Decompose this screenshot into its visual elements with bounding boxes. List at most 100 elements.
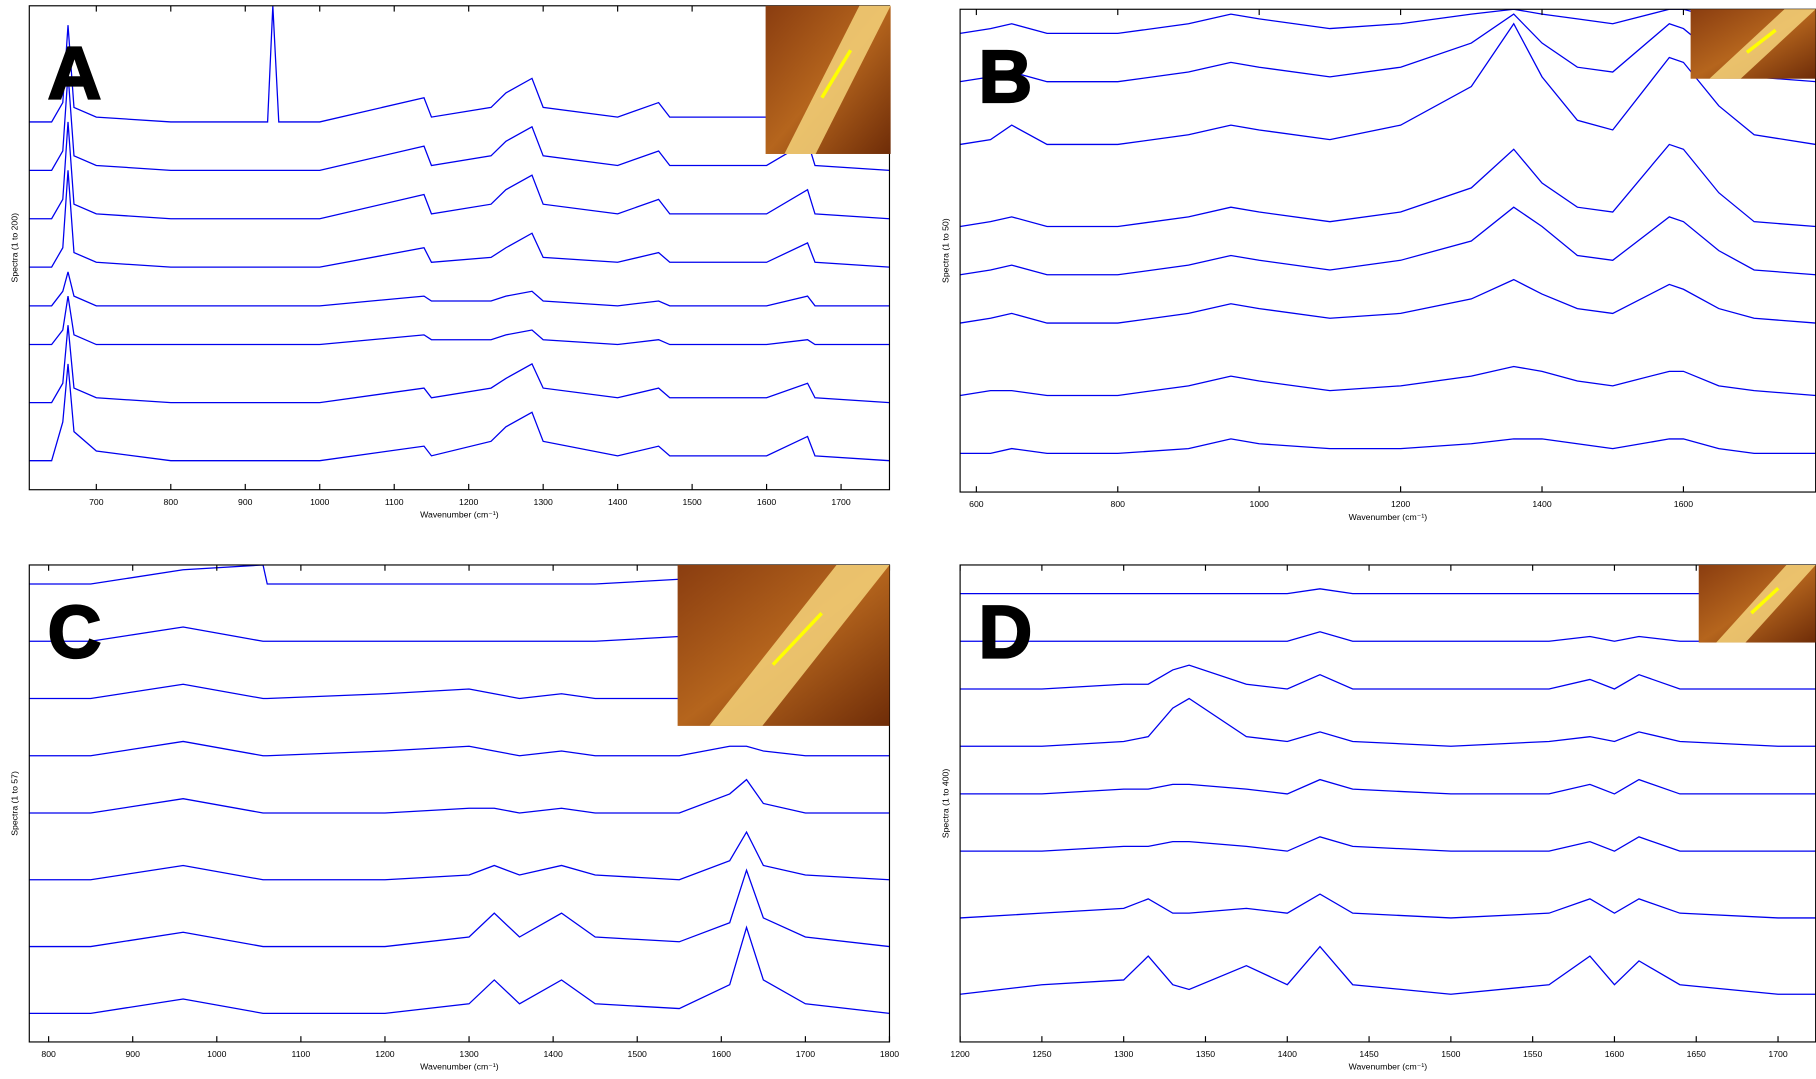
y-axis-label: Spectra (1 to 200) [10, 213, 20, 283]
x-tick-label: 700 [89, 497, 104, 507]
x-tick-label: 1500 [682, 497, 701, 507]
spectra [960, 9, 1816, 455]
spectrum [960, 893, 1816, 919]
x-tick-label: 1700 [831, 497, 850, 507]
x-axis-label: Wavenumber (cm⁻¹) [1349, 1062, 1428, 1072]
x-tick-label: 1200 [950, 1049, 969, 1059]
plot-frame [28, 5, 891, 491]
x-tick-label: 1400 [543, 1049, 562, 1059]
y-axis-label: Spectra (1 to 50) [941, 218, 951, 283]
x-tick-label: 1200 [459, 497, 478, 507]
afm-scan-line [1750, 586, 1780, 615]
x-tick-label: 1000 [1250, 499, 1269, 509]
x-tick-label: 1100 [292, 1049, 311, 1059]
panel: 1200 1250 1300 1350 1400 1450 1500 1550 1600 1650… [941, 564, 1816, 1072]
spectra [29, 5, 890, 462]
x-tick-label: 1450 [1359, 1049, 1378, 1059]
panel-letter: A [48, 31, 101, 114]
x-tick-label: 1400 [1532, 499, 1551, 509]
x-tick-label: 1500 [1441, 1049, 1460, 1059]
panel: 600 800 1000 1200 1400 1600 Wavenumber (cm⁻¹) S… [941, 8, 1816, 522]
plot-frame [28, 564, 891, 1043]
spectra [29, 564, 890, 1014]
spectra [960, 588, 1816, 995]
afm-feature [1716, 564, 1816, 643]
afm-inset [1690, 9, 1816, 79]
x-tick-label: 1500 [628, 1049, 647, 1059]
spectrum [960, 365, 1816, 397]
spectrum [960, 945, 1816, 995]
x-tick-label: 800 [41, 1049, 56, 1059]
x-axis-label: Wavenumber (cm⁻¹) [420, 1062, 499, 1072]
spectrum [29, 170, 890, 268]
x-tick-label: 1600 [757, 497, 776, 507]
afm-scan-line [771, 612, 823, 666]
spectrum [29, 121, 890, 220]
x-tick-label: 1200 [1391, 499, 1410, 509]
x-tick-label: 1550 [1523, 1049, 1542, 1059]
panel: 700 800 900 1000 1100 1200 1300 1400 1500 1600 170… [10, 5, 891, 520]
x-tick-label: 1400 [608, 497, 627, 507]
spectrum [29, 363, 890, 462]
x-tick-label: 1350 [1196, 1049, 1215, 1059]
spectrum [960, 588, 1816, 595]
spectrum [960, 438, 1816, 455]
afm-inset [1698, 564, 1816, 643]
spectrum [29, 830, 890, 881]
x-tick-label: 1650 [1687, 1049, 1706, 1059]
x-tick-label: 900 [238, 497, 253, 507]
spectrum [960, 9, 1816, 35]
x-tick-label: 1200 [375, 1049, 394, 1059]
spectrum [960, 278, 1816, 324]
x-tick-label: 1800 [880, 1049, 899, 1059]
spectrum [29, 925, 890, 1014]
x-tick-label: 800 [1111, 499, 1126, 509]
x-tick-label: 1700 [796, 1049, 815, 1059]
x-tick-label: 1000 [310, 497, 329, 507]
x-tick-label: 600 [969, 499, 984, 509]
x-tick-label: 800 [164, 497, 179, 507]
y-axis-label: Spectra (1 to 57) [10, 771, 20, 836]
y-axis-label: Spectra (1 to 400) [941, 769, 951, 839]
x-tick-label: 1100 [385, 497, 404, 507]
x-tick-label: 1300 [534, 497, 553, 507]
spectrum [29, 868, 890, 948]
spectrum [29, 325, 890, 404]
spectrum [29, 5, 890, 123]
x-tick-label: 1600 [1605, 1049, 1624, 1059]
spectrum [960, 22, 1816, 146]
spectrum [29, 73, 890, 171]
x-tick-label: 1300 [1114, 1049, 1133, 1059]
panel-letter: B [979, 35, 1033, 118]
x-tick-label: 1600 [1674, 499, 1693, 509]
panel-letter: D [979, 591, 1033, 674]
spectrum [29, 296, 890, 346]
x-tick-label: 900 [125, 1049, 140, 1059]
spectrum [960, 206, 1816, 276]
spectrum [29, 740, 890, 757]
spectrum [960, 631, 1816, 642]
afm-inset [765, 5, 891, 154]
x-tick-label: 1000 [207, 1049, 226, 1059]
afm-feature [784, 5, 891, 154]
panel-letter: C [48, 591, 101, 674]
afm-scan-line [820, 49, 853, 99]
x-axis-label: Wavenumber (cm⁻¹) [420, 510, 499, 520]
plot-frame [959, 564, 1816, 1043]
spectrum [960, 697, 1816, 747]
afm-scan-line [1745, 28, 1777, 54]
panel: 800 900 1000 1100 1200 1300 1400 1500 1600 1700 18… [10, 564, 899, 1072]
x-tick-label: 1400 [1278, 1049, 1297, 1059]
spectrum [960, 13, 1816, 83]
afm-feature [709, 564, 890, 726]
x-tick-label: 1300 [459, 1049, 478, 1059]
afm-feature [1709, 9, 1816, 79]
spectrum [960, 664, 1816, 690]
spectrum [960, 143, 1816, 228]
afm-inset [677, 564, 890, 726]
x-tick-label: 1600 [712, 1049, 731, 1059]
x-tick-label: 1700 [1768, 1049, 1787, 1059]
spectrum [29, 271, 890, 307]
spectrum [960, 836, 1816, 852]
